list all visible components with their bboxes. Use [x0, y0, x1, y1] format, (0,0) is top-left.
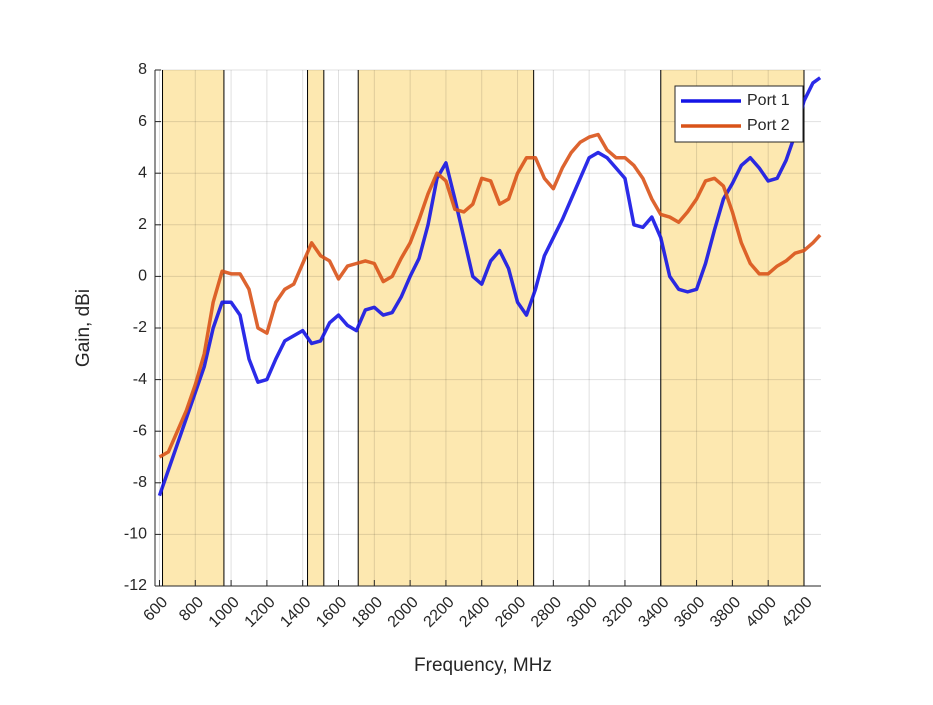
- y-tick-label: -2: [133, 319, 147, 336]
- x-tick-label: 800: [176, 594, 207, 625]
- y-tick-label: 4: [138, 164, 147, 181]
- x-tick-label: 3200: [600, 594, 637, 631]
- x-tick-label: 2600: [492, 594, 529, 631]
- shaded-band: [358, 70, 534, 586]
- x-tick-label: 4000: [743, 594, 780, 631]
- y-tick-label: -12: [124, 577, 147, 594]
- series-line: [158, 132, 822, 459]
- x-tick-label: 4200: [779, 594, 816, 631]
- legend-label: Port 2: [747, 117, 790, 134]
- shaded-band: [660, 70, 804, 586]
- x-tick-label: 2000: [385, 594, 422, 631]
- x-tick-label: 2200: [421, 594, 458, 631]
- legend-label: Port 1: [747, 92, 790, 109]
- x-tick-label: 1600: [313, 594, 350, 631]
- y-tick-label: 8: [138, 61, 147, 78]
- y-tick-label: -4: [133, 371, 147, 388]
- y-tick-label: -10: [124, 526, 147, 543]
- x-tick-label: 2400: [456, 594, 493, 631]
- y-tick-label: 6: [138, 113, 147, 130]
- x-tick-label: 1000: [206, 594, 243, 631]
- y-axis-label: Gain, dBi: [73, 289, 94, 367]
- x-tick-label: 1800: [349, 594, 386, 631]
- legend-box: [674, 85, 804, 143]
- x-tick-label: 600: [140, 594, 171, 625]
- x-tick-label: 1400: [277, 594, 314, 631]
- x-tick-label: 3800: [707, 594, 744, 631]
- x-tick-label: 2800: [528, 594, 565, 631]
- x-axis-label: Frequency, MHz: [414, 655, 552, 676]
- x-tick-label: 3000: [564, 594, 601, 631]
- x-tick-label: 3400: [635, 594, 672, 631]
- x-tick-label: 3600: [671, 594, 708, 631]
- y-tick-label: 2: [138, 216, 147, 233]
- y-tick-label: -8: [133, 474, 147, 491]
- y-tick-label: -6: [133, 422, 147, 439]
- shaded-band: [307, 70, 324, 586]
- y-tick-label: 0: [138, 268, 147, 285]
- series-line: [157, 76, 822, 497]
- x-tick-label: 1200: [242, 594, 279, 631]
